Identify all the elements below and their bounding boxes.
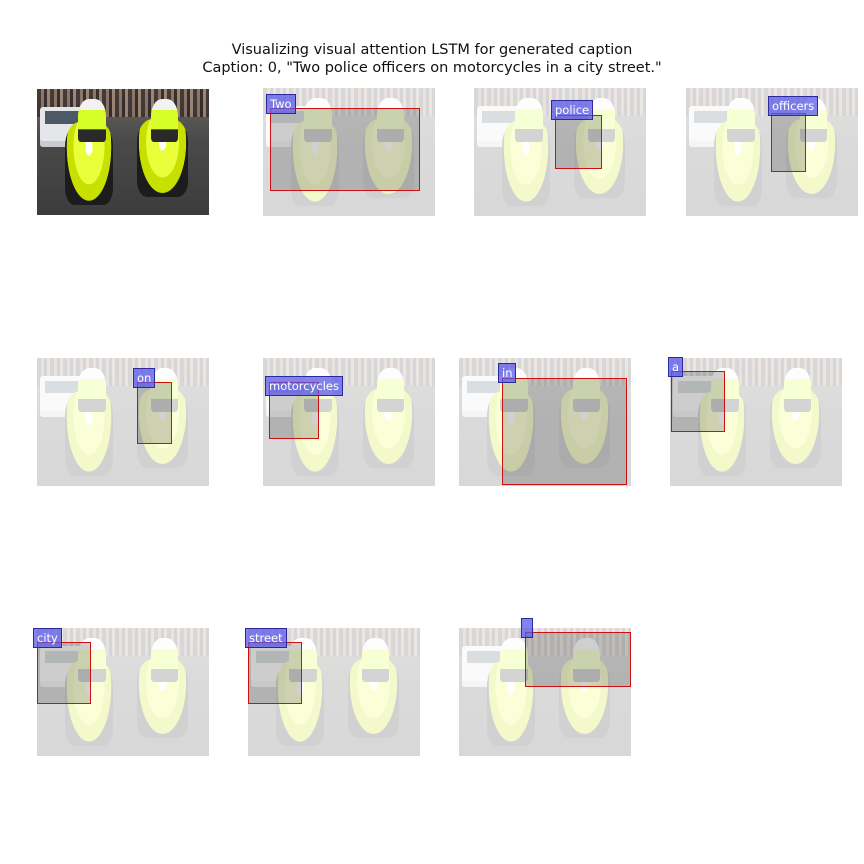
original-image-panel [37,89,209,217]
attention-box [137,382,172,444]
attention-panel-word-4: on [37,358,209,486]
word-label: motorcycles [265,376,343,396]
attention-box [525,632,631,687]
word-label: officers [768,96,818,116]
attention-panel-word-3: officers [686,88,858,216]
attention-box [771,113,806,172]
attention-panel-word-9: street [248,628,420,756]
word-label: police [551,100,593,120]
attention-box [270,108,420,191]
attention-box [502,378,627,485]
word-label: street [245,628,287,648]
attention-panel-word-7: a [670,358,842,486]
attention-box [248,642,302,704]
attention-box [555,115,602,169]
attention-box [37,642,91,704]
word-label: a [668,357,683,377]
attention-panel-word-1: Two [263,88,435,216]
original-photo [37,89,209,215]
attention-panel-word-10 [459,628,631,756]
word-label: city [33,628,62,648]
word-label [521,618,533,638]
word-label: in [498,363,516,383]
word-label: on [133,368,155,388]
figure-title-line1: Visualizing visual attention LSTM for ge… [0,41,864,59]
figure-title-line2: Caption: 0, "Two police officers on moto… [0,59,864,77]
word-label: Two [266,94,296,114]
attention-box [671,371,725,432]
attention-panel-word-5: motorcycles [263,358,435,486]
attention-panel-word-2: police [474,88,646,216]
attention-panel-word-8: city [37,628,209,756]
attention-panel-word-6: in [459,358,631,486]
